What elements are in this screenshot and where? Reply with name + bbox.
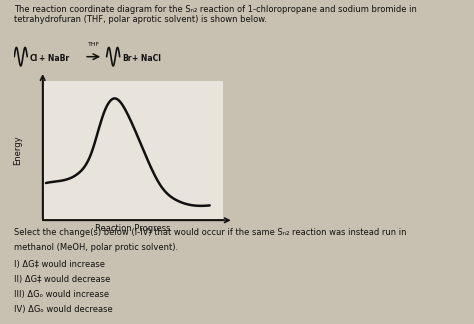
Text: Select the change(s) below (I-IV) that would occur if the same Sₙ₂ reaction was : Select the change(s) below (I-IV) that w… xyxy=(14,228,407,237)
Text: + NaBr: + NaBr xyxy=(39,54,69,63)
Text: methanol (MeOH, polar protic solvent).: methanol (MeOH, polar protic solvent). xyxy=(14,242,178,251)
Text: III) ΔGₒ would increase: III) ΔGₒ would increase xyxy=(14,290,109,299)
Text: The reaction coordinate diagram for the Sₙ₂ reaction of 1-chloropropane and sodi: The reaction coordinate diagram for the … xyxy=(14,5,417,14)
Text: THF: THF xyxy=(88,41,100,47)
Text: II) ΔG‡ would decrease: II) ΔG‡ would decrease xyxy=(14,275,110,284)
Text: + NaCl: + NaCl xyxy=(132,54,160,63)
Text: Cl: Cl xyxy=(29,54,38,63)
Text: IV) ΔGₒ would decrease: IV) ΔGₒ would decrease xyxy=(14,306,113,315)
Text: Br: Br xyxy=(122,54,132,63)
Text: I) ΔG‡ would increase: I) ΔG‡ would increase xyxy=(14,260,105,269)
X-axis label: Reaction Progress: Reaction Progress xyxy=(95,225,171,234)
Text: tetrahydrofuran (THF, polar aprotic solvent) is shown below.: tetrahydrofuran (THF, polar aprotic solv… xyxy=(14,15,267,24)
Text: Energy: Energy xyxy=(13,136,22,166)
